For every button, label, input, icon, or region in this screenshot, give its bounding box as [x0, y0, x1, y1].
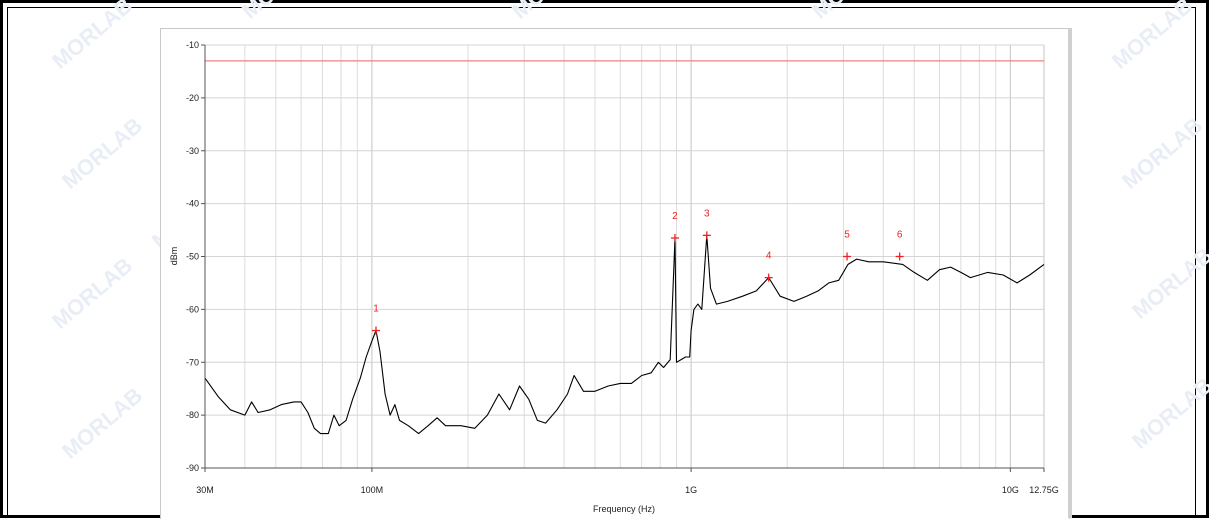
marker-label: 6 [897, 230, 903, 241]
marker-label: 3 [704, 208, 710, 219]
y-tick-label: -20 [186, 93, 199, 103]
y-tick-label: -50 [186, 252, 199, 262]
marker-2: 2 [670, 211, 679, 242]
x-tick-label: 10G [1002, 485, 1019, 495]
chart-panel [160, 28, 1070, 519]
x-tick-label: 1G [685, 485, 697, 495]
marker-label: 5 [844, 230, 850, 241]
marker-1: 1 [372, 304, 381, 335]
y-tick-label: -30 [186, 146, 199, 156]
y-axis-label: dBm [169, 247, 179, 266]
grid [204, 44, 1045, 469]
inner-frame [7, 7, 1196, 518]
chart-panel-shadow [1068, 28, 1072, 518]
marker-3: 3 [702, 208, 711, 240]
x-tick-label: 12.75G [1029, 485, 1059, 495]
x-tick-label: 30M [196, 485, 214, 495]
axes-group: -10 -20 -30 -40 -50 -60 -70 -80 -90 30M 100M 1G 10G 1… [186, 40, 1059, 495]
marker-6: 6 [895, 230, 904, 261]
y-tick-label: -60 [186, 304, 199, 314]
y-tick-label: -40 [186, 199, 199, 209]
marker-label: 4 [766, 251, 772, 262]
marker-4: 4 [764, 251, 773, 282]
marker-group: 1 2 3 4 5 6 [372, 208, 904, 335]
trace-group [204, 234, 1045, 435]
marker-label: 1 [373, 304, 379, 315]
y-tick-label: -80 [186, 410, 199, 420]
spectrum-trace [204, 234, 1045, 435]
x-axis-label: Frequency (Hz) [593, 504, 655, 514]
marker-label: 2 [672, 211, 678, 222]
y-tick-label: -10 [186, 40, 199, 50]
marker-5: 5 [843, 230, 852, 261]
x-tick-label: 100M [361, 485, 384, 495]
y-tick-label: -70 [186, 357, 199, 367]
y-tick-label: -90 [186, 463, 199, 473]
